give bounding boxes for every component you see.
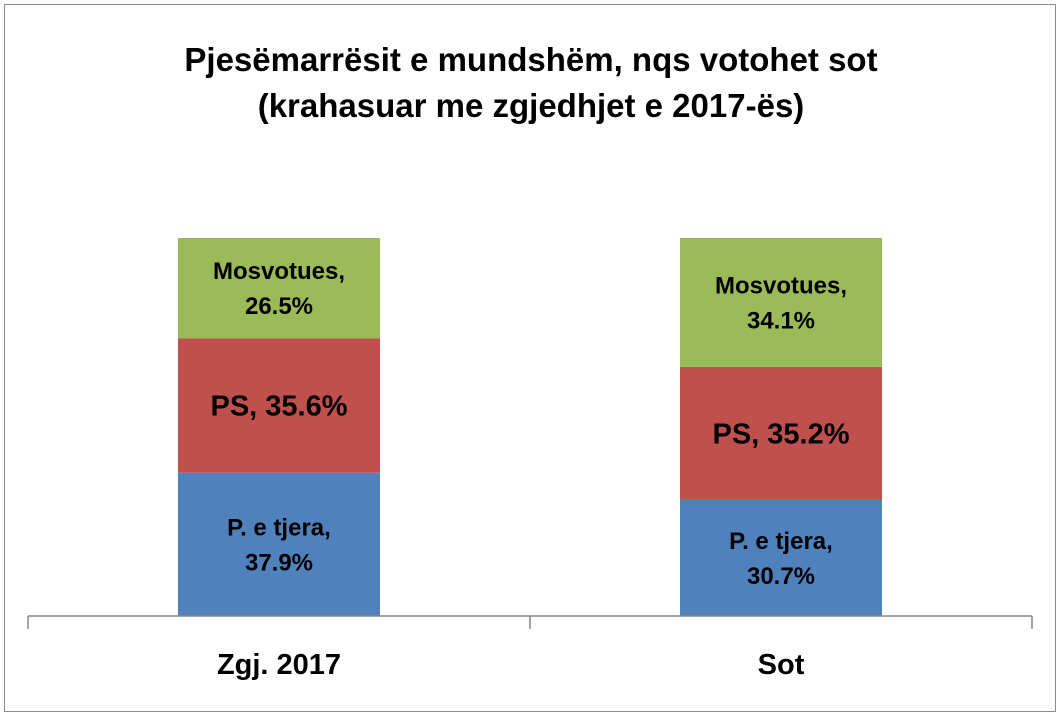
data-label-line: 26.5% (245, 293, 313, 320)
bars-group: P. e tjera, 37.9% PS, 35.6% Mosvotues, 26.5%… (178, 238, 882, 616)
data-label-line: 37.9% (245, 549, 313, 576)
data-label-mosvotues-1: Mosvotues, 26.5% (213, 258, 345, 320)
x-tick-label-2: Sot (758, 649, 805, 681)
data-label-line: P. e tjera, (227, 514, 331, 541)
x-axis: Zgj. 2017 Sot (27, 615, 1033, 681)
chart-title-line-2: (krahasuar me zgjedhjet e 2017-ës) (258, 87, 805, 124)
bar-segment-ps-1 (178, 338, 380, 473)
data-label-line: Mosvotues, (213, 258, 345, 285)
chart-title: Pjesëmarrësit e mundshëm, nqs votohet so… (184, 41, 877, 124)
data-label-p-e-tjera-1: P. e tjera, 37.9% (227, 514, 331, 576)
bar-segment-mosvotues-2 (680, 238, 882, 367)
data-label-ps-1: PS, 35.6% (210, 391, 347, 423)
data-label-mosvotues-2: Mosvotues, 34.1% (715, 272, 847, 334)
bar-segment-ps-2 (680, 366, 882, 500)
data-label-ps-2: PS, 35.2% (712, 419, 849, 451)
x-tick-label-1: Zgj. 2017 (217, 649, 341, 681)
bar-segment-p-e-tjera-2 (680, 499, 882, 616)
data-label-line: 30.7% (747, 563, 815, 590)
data-label-line: Mosvotues, (715, 272, 847, 299)
data-label-p-e-tjera-2: P. e tjera, 30.7% (729, 528, 833, 590)
data-label-line: PS, 35.2% (712, 419, 849, 451)
bar-segment-mosvotues-1 (178, 238, 380, 339)
chart-title-line-1: Pjesëmarrësit e mundshëm, nqs votohet so… (184, 41, 877, 78)
data-label-line: PS, 35.6% (210, 391, 347, 423)
data-label-line: P. e tjera, (729, 528, 833, 555)
data-label-line: 34.1% (747, 307, 815, 334)
bar-segment-p-e-tjera-1 (178, 472, 380, 616)
